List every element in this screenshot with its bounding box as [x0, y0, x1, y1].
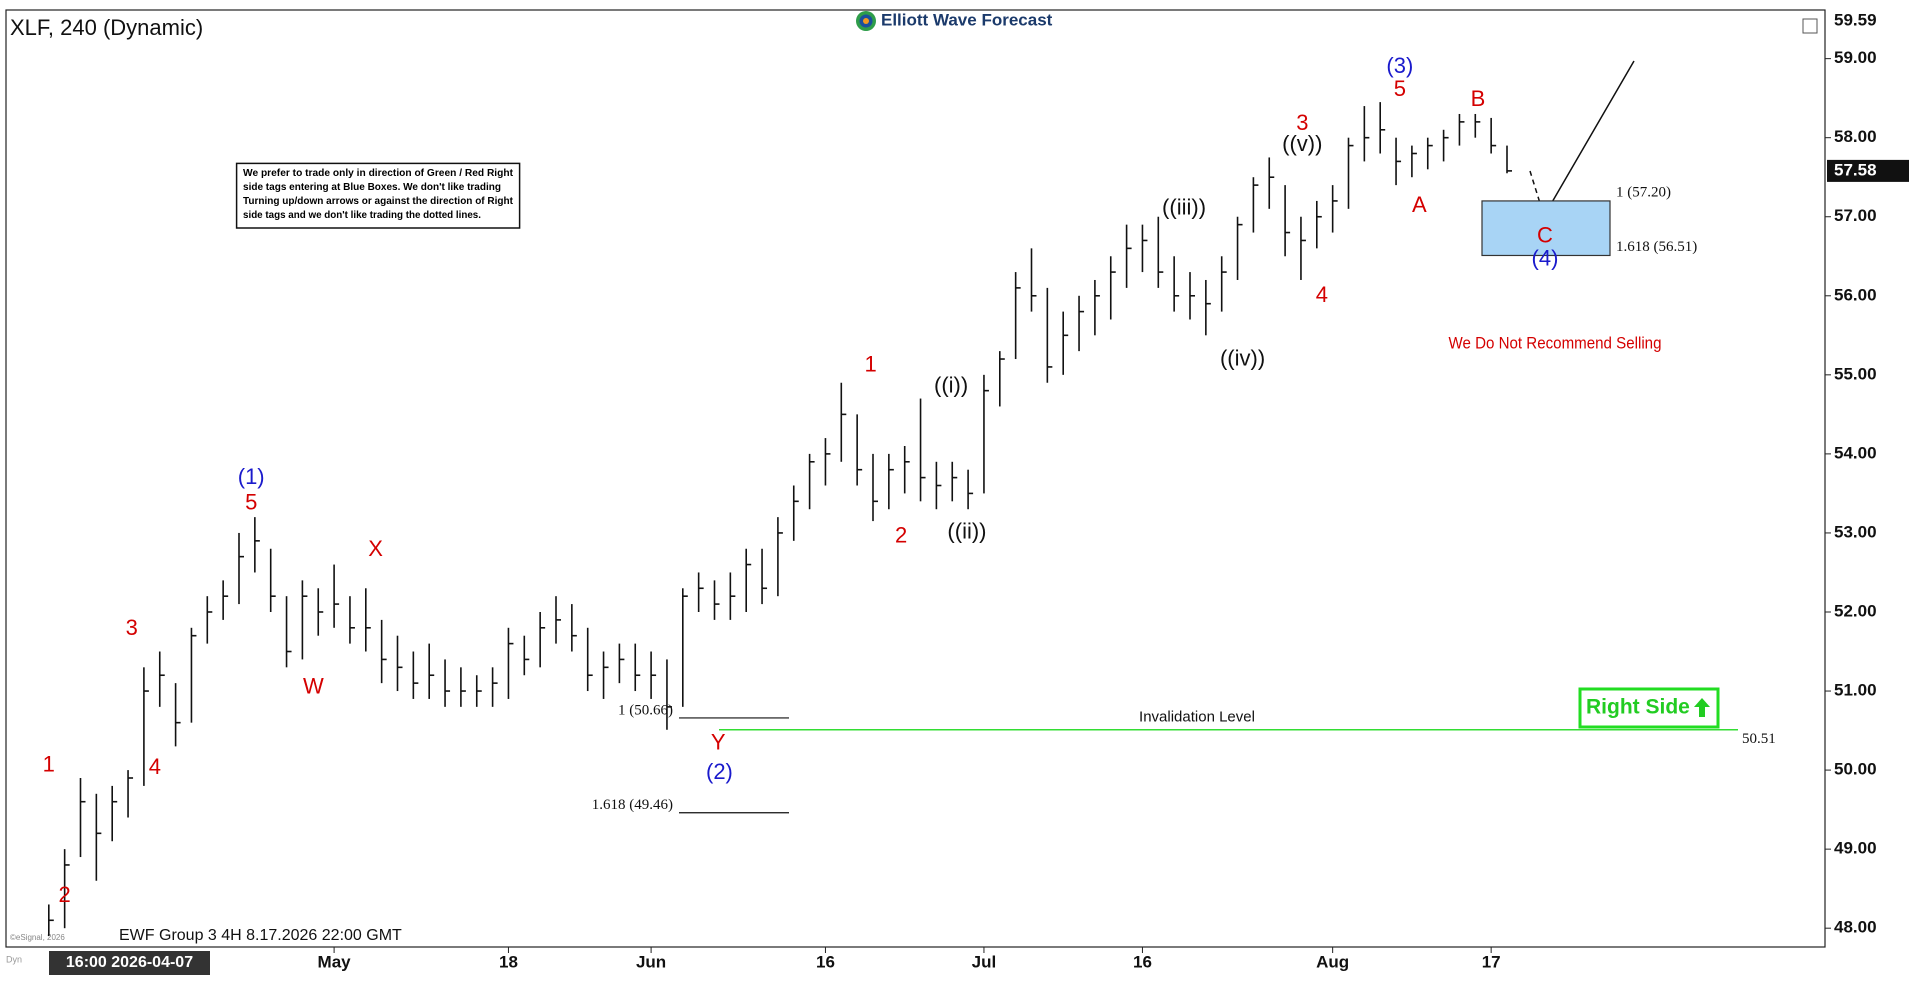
last-price-box: [1827, 159, 1909, 182]
wave-label: (3): [1386, 53, 1413, 78]
target-box: [1481, 200, 1611, 257]
y-tick-label: 51.00: [1834, 681, 1877, 700]
invalidation-text: Invalidation Level: [1139, 709, 1255, 726]
copyright: ©eSignal, 2026: [10, 933, 65, 942]
wave-label: 2: [895, 522, 907, 547]
y-tick-label: 55.00: [1834, 364, 1877, 383]
wave-label: 4: [149, 754, 161, 779]
y-max-label: 59.59: [1834, 10, 1877, 29]
y-tick-label: 54.00: [1834, 443, 1877, 462]
wave-label: 2: [59, 882, 71, 907]
wave-label: (4): [1532, 246, 1559, 271]
recommendation: We Do Not Recommend Selling: [1449, 333, 1662, 352]
wave-label: 1: [865, 352, 877, 377]
wave-label: C: [1537, 222, 1553, 247]
wave-label: Y: [711, 730, 726, 755]
x-tick-label: Jun: [636, 952, 666, 971]
plot-frame: [5, 9, 1826, 948]
note-line: Turning up/down arrows or against the di…: [243, 195, 513, 207]
note-box: [235, 162, 521, 229]
wave-label: ((v)): [1282, 131, 1322, 156]
wave-label: 5: [245, 489, 257, 514]
x-tick-label: 17: [1482, 952, 1501, 971]
right-side-tag: Right Side: [1586, 696, 1690, 719]
x-tick-label: Jul: [972, 952, 997, 971]
y-tick-label: 52.00: [1834, 601, 1877, 620]
wave-label: 1: [43, 752, 55, 777]
fib-label: 1 (57.20): [1616, 184, 1671, 200]
y-tick-label: 58.00: [1834, 127, 1877, 146]
wave-label: (2): [706, 759, 733, 784]
x-tick-label: Aug: [1316, 952, 1349, 971]
wave-label: ((iii)): [1162, 194, 1206, 219]
last-price-label: 57.58: [1834, 160, 1877, 179]
wave-label: ((i)): [934, 372, 968, 397]
x-tick-label: 16: [816, 952, 835, 971]
logo-icon: [863, 18, 869, 24]
projection-line: [1543, 60, 1635, 217]
right-side-box: [1578, 687, 1720, 729]
wave-label: 3: [126, 615, 138, 640]
note-line: side tags entering at Blue Boxes. We don…: [243, 181, 501, 193]
y-tick-label: 49.00: [1834, 839, 1877, 858]
wave-label: W: [303, 674, 324, 699]
wave-label: X: [368, 536, 383, 561]
footer: EWF Group 3 4H 8.17.2026 22:00 GMT: [119, 927, 402, 944]
chart-title: XLF, 240 (Dynamic): [10, 15, 203, 40]
cursor-label: 16:00 2026-04-07: [66, 954, 193, 971]
logo: Elliott Wave Forecast: [856, 10, 1053, 31]
note-line: side tags and we don't like trading the …: [243, 209, 481, 221]
fib-label: 1.618 (49.46): [592, 797, 673, 813]
wave-label: 4: [1316, 282, 1328, 307]
y-tick-label: 57.00: [1834, 206, 1877, 225]
up-arrow: [1694, 698, 1710, 717]
fib-label: 1 (50.66): [618, 702, 673, 718]
logo-text: Elliott Wave Forecast: [881, 10, 1053, 29]
x-tick-label: May: [318, 952, 352, 971]
fib-label: 1.618 (56.51): [1616, 239, 1697, 255]
y-tick-label: 59.00: [1834, 48, 1877, 67]
y-tick-label: 56.00: [1834, 285, 1877, 304]
invalidation-value: 50.51: [1742, 731, 1776, 747]
y-tick-label: 53.00: [1834, 522, 1877, 541]
corner-label: Dyn: [6, 954, 22, 964]
y-tick-label: 48.00: [1834, 918, 1877, 937]
window-icon: [1802, 18, 1818, 34]
wave-label: ((iv)): [1220, 346, 1265, 371]
note-line: We prefer to trade only in direction of …: [243, 167, 513, 179]
x-tick-label: 16: [1133, 952, 1152, 971]
cursor-box: [49, 951, 210, 975]
y-tick-label: 50.00: [1834, 760, 1877, 779]
wave-label: (1): [238, 464, 265, 489]
x-tick-label: 18: [499, 952, 518, 971]
wave-label: 5: [1394, 76, 1406, 101]
wave-label: ((ii)): [947, 519, 986, 544]
wave-label: 3: [1296, 110, 1308, 135]
wave-label: B: [1471, 86, 1486, 111]
wave-label: A: [1412, 192, 1427, 217]
